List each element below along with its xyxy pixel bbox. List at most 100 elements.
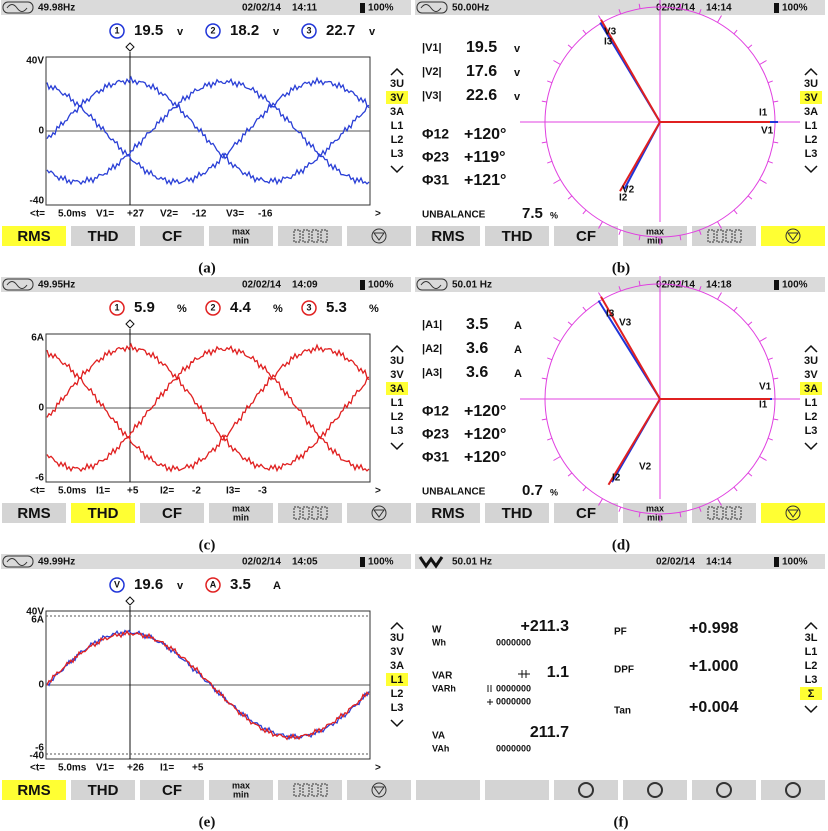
button-label: min: [233, 789, 249, 799]
phasor-tick: [567, 195, 573, 200]
tool-icon: [785, 782, 801, 798]
button-label: RMS: [431, 228, 464, 245]
button: [485, 780, 549, 800]
magnitude-value: 3.6: [466, 364, 488, 381]
caption: (a): [198, 260, 216, 276]
wave-icon-line: [6, 558, 28, 566]
waveform: [46, 77, 370, 186]
time: 14:05: [292, 557, 318, 568]
time: 14:11: [292, 3, 317, 14]
cursor-text: V1=: [96, 209, 114, 220]
y-label: -6: [35, 473, 44, 484]
cursor-text: >: [375, 486, 381, 497]
bars-icon: [707, 506, 715, 520]
phasor-tick: [679, 280, 682, 286]
phase-label: Φ31: [422, 449, 449, 465]
phasor-tick: [638, 3, 641, 9]
quantity-label: VARh: [432, 683, 456, 693]
cursor-text: -2: [192, 486, 201, 497]
ratio-value: +0.004: [689, 699, 738, 716]
battery: 100%: [782, 557, 808, 568]
reading-unit: %: [369, 303, 379, 315]
phasor-tick: [747, 44, 753, 49]
unbalance-unit: %: [550, 210, 558, 220]
button-label: THD: [88, 505, 119, 522]
reading-unit: v: [273, 26, 280, 38]
button: [278, 780, 342, 800]
phasor-tick: [553, 179, 561, 184]
status-bar: [415, 277, 825, 292]
menu-item: 3A: [390, 106, 404, 118]
unbalance-value: 0.7: [522, 482, 543, 499]
phasor-tick: [547, 80, 553, 84]
bars-icon: [302, 783, 310, 797]
phasor-icon: [785, 228, 801, 244]
phasor-tick: [547, 357, 553, 361]
bars-icon: [725, 229, 733, 243]
button-label: THD: [88, 782, 119, 799]
phasor-tick: [773, 141, 779, 144]
magnitude-value: 3.6: [466, 340, 488, 357]
time: 14:14: [706, 557, 732, 568]
menu-down: [390, 165, 404, 174]
button: [71, 780, 135, 800]
menu-item: 3U: [804, 355, 818, 367]
button: [278, 226, 342, 246]
cursor-text: >: [375, 763, 381, 774]
phasor-icon: [371, 782, 387, 798]
bars-icon: [293, 506, 301, 520]
y-label: -6: [35, 743, 44, 754]
phase-label: Φ12: [422, 403, 449, 419]
menu-item: L2: [391, 688, 404, 700]
phasor-tick: [698, 506, 702, 512]
button-label: min: [233, 512, 249, 522]
bars-icon: [725, 506, 733, 520]
tag-circle: [109, 23, 125, 39]
magnitude-unit: A: [514, 344, 522, 356]
cursor-text: 5.0ms: [58, 763, 87, 774]
phasor-tick: [582, 29, 587, 35]
phasor-tick: [773, 418, 779, 421]
y-label: 40V: [26, 607, 44, 618]
button: [485, 226, 549, 246]
bars-icon: [716, 229, 724, 243]
button-label: max: [232, 503, 250, 513]
phasor-tick: [698, 286, 702, 292]
reading-value: 5.3: [326, 299, 347, 316]
phasor-tick: [567, 44, 573, 49]
phasor-tick: [582, 486, 587, 492]
phasor-icon: [787, 509, 799, 518]
button: [140, 226, 204, 246]
button-label: CF: [162, 228, 182, 245]
waveform: [46, 342, 370, 473]
vector-label: V3: [604, 27, 617, 38]
phasor-tick: [679, 512, 682, 518]
magnitude-value: 19.5: [466, 39, 497, 56]
phase-label: Φ23: [422, 149, 449, 165]
magnitude-unit: v: [514, 67, 521, 79]
wave-icon: [2, 278, 34, 291]
time: 14:14: [706, 3, 732, 14]
menu-item: 3A: [390, 383, 404, 395]
frequency: 50.01 Hz: [452, 557, 492, 568]
phasor-tick: [767, 160, 773, 164]
phasor-tick: [698, 229, 702, 235]
button: [554, 780, 618, 800]
magnitude-value: 17.6: [466, 63, 497, 80]
magnitude-label: |V1|: [422, 42, 442, 54]
phasor-tick: [717, 15, 722, 23]
vector-label: I1: [759, 400, 768, 411]
battery-icon: [360, 557, 365, 567]
quantity-label: Wh: [432, 637, 446, 647]
magnitude-label: |A1|: [422, 319, 442, 331]
phasor-tick: [759, 60, 767, 65]
menu-down: [804, 442, 818, 451]
menu-item: 3U: [804, 78, 818, 90]
cursor-text: <t=: [30, 486, 45, 497]
status-bar: [1, 0, 411, 15]
vector-label: V1: [759, 382, 772, 393]
panel: 49.95Hz 02/02/14 14:09 100% 3U 3V 3A L1 L2 L3 RMS T…: [1, 277, 411, 553]
ratio-label: PF: [614, 627, 627, 638]
battery-icon: [360, 280, 365, 290]
reactive-icon: [487, 699, 493, 705]
